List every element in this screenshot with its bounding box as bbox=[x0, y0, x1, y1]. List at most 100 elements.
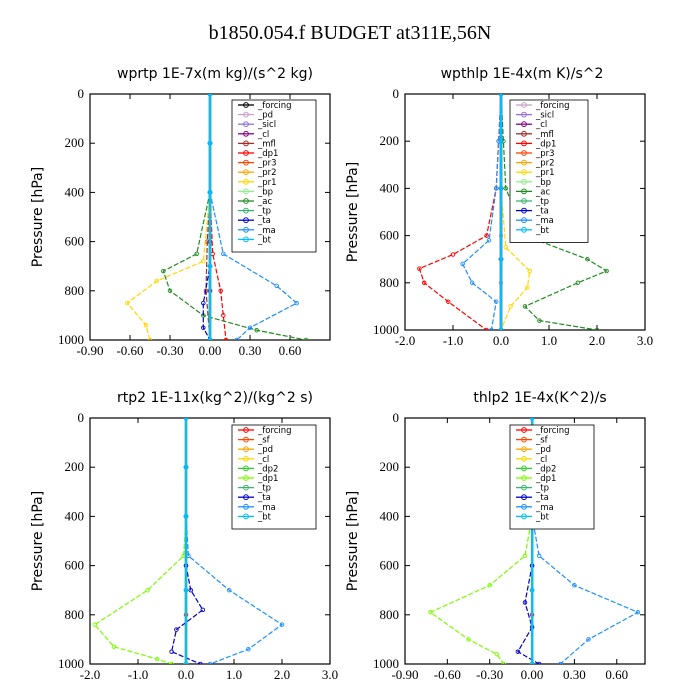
series-point bbox=[522, 600, 528, 605]
legend-marker bbox=[521, 455, 527, 462]
series-point bbox=[174, 627, 179, 632]
legend-marker bbox=[521, 494, 527, 501]
legend-marker bbox=[521, 484, 527, 491]
legend: _forcing_pd_sicl_cl_mfl_dp1_pr3_pr2_pr1_… bbox=[231, 99, 317, 253]
x-tick-label: 0.00 bbox=[521, 667, 544, 682]
y-tick-label: 0 bbox=[393, 410, 400, 425]
legend-marker bbox=[243, 226, 249, 233]
series-line bbox=[461, 94, 502, 330]
series-point bbox=[594, 327, 600, 330]
y-axis-label: Pressure [hPa] bbox=[30, 491, 46, 591]
series-point bbox=[486, 238, 492, 243]
legend-marker bbox=[243, 140, 249, 147]
series-line bbox=[418, 94, 502, 330]
series-point bbox=[460, 261, 465, 267]
x-tick-label: -0.30 bbox=[156, 343, 183, 358]
series-point bbox=[183, 464, 189, 470]
y-axis-label: Pressure [hPa] bbox=[30, 167, 46, 267]
series-point bbox=[201, 259, 206, 264]
x-tick-label: 0.0 bbox=[493, 333, 509, 348]
page-title: b1850.054.f BUDGET at311E,56N bbox=[208, 22, 492, 44]
x-tick-label: 0.30 bbox=[239, 343, 262, 358]
series-point bbox=[143, 322, 149, 328]
legend-label: _pr2 bbox=[535, 159, 555, 169]
series-point bbox=[503, 186, 509, 191]
series-point bbox=[198, 661, 203, 664]
y-tick-label: 400 bbox=[65, 184, 85, 199]
series-point bbox=[428, 610, 433, 615]
panel-title: thlp2 1E-4x(K^2)/s bbox=[473, 390, 606, 406]
legend-marker bbox=[521, 427, 527, 433]
legend-label: _dp1 bbox=[535, 139, 556, 149]
legend-marker bbox=[243, 169, 249, 176]
series-point bbox=[183, 587, 189, 593]
series-point bbox=[503, 245, 509, 250]
legend-label: _pr2 bbox=[257, 168, 277, 178]
series-point bbox=[203, 288, 209, 294]
x-tick-label: -2.0 bbox=[80, 667, 101, 682]
series-point bbox=[529, 661, 535, 664]
series-point bbox=[527, 268, 533, 274]
series-point bbox=[450, 252, 456, 257]
legend-label: _dp2 bbox=[535, 464, 556, 474]
legend-marker bbox=[521, 169, 527, 176]
legend-label: _pr1 bbox=[257, 178, 277, 188]
series-point bbox=[466, 637, 471, 642]
series-point bbox=[194, 251, 199, 257]
series-point bbox=[604, 268, 609, 274]
series-point bbox=[223, 337, 229, 340]
y-tick-label: 600 bbox=[380, 228, 400, 243]
legend-label: _sf bbox=[535, 436, 549, 446]
legend-label: _dp2 bbox=[257, 464, 278, 474]
x-tick-label: -0.30 bbox=[476, 667, 503, 682]
legend-marker bbox=[243, 198, 249, 204]
legend-label: _pd bbox=[535, 445, 551, 455]
legend-marker bbox=[521, 178, 527, 185]
legend-label: _bp bbox=[257, 187, 273, 197]
series-point bbox=[207, 337, 213, 340]
legend-marker bbox=[243, 427, 249, 433]
series-point bbox=[201, 325, 206, 330]
series-point bbox=[207, 140, 213, 146]
series-point bbox=[529, 587, 535, 593]
y-tick-label: 200 bbox=[380, 133, 400, 148]
legend-marker bbox=[521, 159, 527, 166]
legend-label: _ma bbox=[535, 503, 554, 513]
series-point bbox=[226, 587, 232, 593]
x-tick-label: -2.0 bbox=[395, 333, 416, 348]
legend-marker bbox=[243, 513, 249, 520]
legend-marker bbox=[243, 178, 249, 185]
legend: _forcing_sicl_cl_mfl_dp1_pr3_pr2_pr1_bp_… bbox=[509, 99, 589, 243]
legend-label: _forcing bbox=[257, 101, 292, 111]
series-point bbox=[484, 327, 489, 330]
y-tick-label: 400 bbox=[380, 508, 400, 523]
legend-label: _pr3 bbox=[535, 149, 555, 159]
y-tick-label: 1000 bbox=[58, 332, 84, 347]
legend-label: _ma bbox=[257, 226, 276, 236]
legend-label: _sf bbox=[257, 436, 271, 446]
legend-marker bbox=[521, 150, 527, 156]
series-point bbox=[207, 94, 213, 97]
legend-label: _dp1 bbox=[535, 474, 556, 484]
legend-marker bbox=[521, 217, 527, 224]
legend-marker bbox=[521, 188, 527, 195]
legend-marker bbox=[243, 503, 249, 510]
series-group bbox=[125, 94, 309, 340]
series-point bbox=[201, 300, 206, 306]
x-tick-label: -1.0 bbox=[443, 333, 464, 348]
x-tick-label: 1.0 bbox=[541, 333, 557, 348]
series-point bbox=[154, 278, 159, 284]
y-tick-label: 1000 bbox=[373, 322, 399, 337]
legend-label: _tp bbox=[535, 484, 549, 494]
chart-panel-3: rtp2 1E-11x(kg^2)/(kg^2 s) Pressure [hPa]… bbox=[30, 390, 338, 682]
series-point bbox=[183, 661, 189, 664]
series-point bbox=[279, 622, 285, 627]
series-point bbox=[183, 514, 189, 519]
series-point bbox=[508, 304, 513, 309]
y-tick-label: 600 bbox=[65, 234, 85, 249]
series-point bbox=[469, 280, 475, 286]
x-tick-label: -0.90 bbox=[76, 343, 103, 358]
series-point bbox=[234, 337, 239, 340]
chart-panel-1: wprtp 1E-7x(m kg)/(s^2 kg) Pressure [hPa]… bbox=[30, 66, 331, 358]
